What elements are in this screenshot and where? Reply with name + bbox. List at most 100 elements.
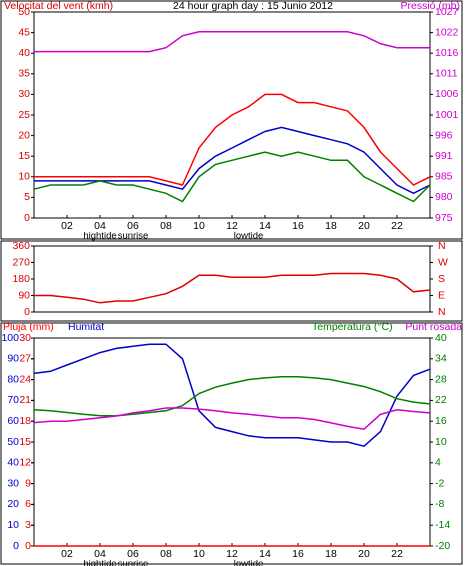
y-tick-label: 30 [18,88,30,100]
y-tick-label: 996 [435,129,453,141]
y-tick-label: 40 [18,47,30,59]
x-tick-label: 18 [325,220,337,232]
y-tick-label: N [438,240,446,252]
plot-area [33,337,431,547]
y-tick-label: 70 [7,394,19,406]
y-tick-label: 1027 [435,6,459,18]
y-tick-label: 1011 [435,68,458,80]
y-tick-label: 27 [19,353,31,365]
series-line [34,93,431,186]
y-tick-label: 991 [435,150,453,162]
x-tick-label: 06 [127,548,139,560]
y-tick-label: 4 [435,457,441,469]
y-tick-label: 0 [25,540,31,552]
y-tick-label: -8 [435,498,444,510]
x-tick-label: 08 [160,220,172,232]
y-tick-label: -2 [435,477,444,489]
series-line [33,151,431,203]
y-tick-label: 10 [435,436,447,448]
y-tick-label: 360 [12,240,30,252]
y-tick-label: 9 [25,477,31,489]
y-tick-label: 0 [13,540,19,552]
y-tick-label: 24 [19,373,31,385]
y-tick-label: 18 [19,415,31,427]
series-line [33,376,431,417]
y-tick-label: 30 [19,332,31,344]
y-tick-label: 22 [435,394,447,406]
y-tick-label: 985 [435,171,453,183]
annotation: lowtide [234,231,264,242]
y-tick-label: 60 [7,415,19,427]
x-tick-label: 10 [193,220,205,232]
y-tick-label: 1006 [435,88,459,100]
y-tick-label: E [438,289,445,301]
y-tick-label: S [438,273,445,285]
y-tick-label: 180 [12,273,30,285]
y-tick-label: 21 [19,394,31,406]
series-line [34,31,430,53]
annotation: sunrise [118,559,149,566]
y-tick-label: 0 [24,212,30,224]
y-tick-label: 30 [7,477,19,489]
annotation: hightide [83,231,116,242]
y-tick-label: 90 [18,289,30,301]
x-tick-label: 16 [292,548,304,560]
y-tick-label: -14 [435,519,450,531]
x-tick-label: 10 [193,548,205,560]
x-tick-label: 22 [391,220,403,232]
x-tick-label: 18 [325,548,337,560]
y2-axis-label: Pressió (mb) [400,0,460,12]
x-tick-label: 06 [127,220,139,232]
series-label: Temperatura (°C) [312,321,393,333]
y-tick-label: 80 [7,373,19,385]
y-tick-label: 1001 [435,109,459,121]
x-tick-label: 14 [259,220,271,232]
y-tick-label: 35 [18,68,30,80]
y-tick-label: 25 [18,109,30,121]
annotation: sunrise [118,231,149,242]
x-tick-label: 20 [358,220,370,232]
y-tick-label: 5 [24,191,30,203]
series-line [34,272,431,304]
y-tick-label: 15 [19,436,31,448]
y-tick-label: 40 [435,332,447,344]
y-tick-label: 40 [7,457,19,469]
y-tick-label: 980 [435,191,453,203]
x-tick-label: 12 [226,548,238,560]
y-tick-label: 0 [24,306,30,318]
x-tick-label: 12 [226,220,238,232]
y-tick-label: 975 [435,212,453,224]
y-tick-label: 45 [18,26,30,38]
y-tick-label: 15 [18,150,30,162]
y-tick-label: 1016 [435,47,459,59]
y-tick-label: 20 [7,498,19,510]
x-tick-label: 04 [94,220,106,232]
y-tick-label: -20 [435,540,450,552]
y-tick-label: 3 [25,519,31,531]
y-tick-label: 50 [18,6,30,18]
annotation: lowtide [234,559,264,566]
x-tick-label: 02 [61,220,73,232]
y-tick-label: 16 [435,415,447,427]
x-tick-label: 04 [94,548,106,560]
series-line [33,407,431,431]
y-tick-label: 270 [12,256,30,268]
annotation: hightide [83,559,116,566]
y-tick-label: N [438,306,446,318]
y-tick-label: 20 [18,129,30,141]
y-tick-label: 10 [18,171,30,183]
y-tick-label: 50 [7,436,19,448]
y-tick-label: 12 [19,457,31,469]
y-tick-label: 28 [435,373,447,385]
y-axis-label: Velocitat del vent (kmh) [4,0,113,12]
y-tick-label: 100 [1,332,19,344]
y-tick-label: 1022 [435,26,459,38]
series-label: Pluja (mm) [3,321,54,333]
series-label: Punt rosada [405,321,462,333]
x-tick-label: 22 [391,548,403,560]
series-label: Humitat [68,321,104,333]
x-tick-label: 14 [259,548,271,560]
y-tick-label: 6 [25,498,31,510]
